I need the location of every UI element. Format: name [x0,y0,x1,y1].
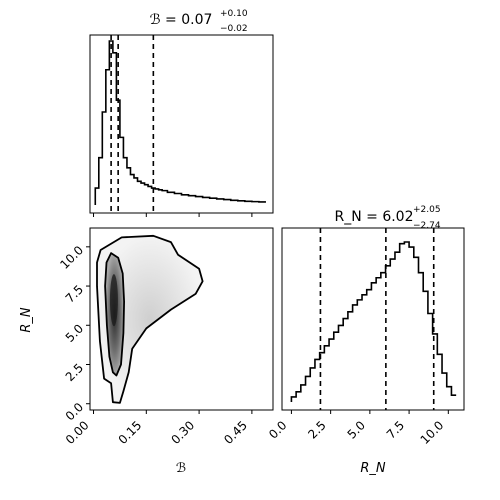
x-tick-label-b-1: 0.15 [116,418,145,447]
contour-inner [104,252,125,377]
density-panel: 0.00 0.15 0.30 0.450.02.55.07.510.0 ℬ R_N [19,227,274,476]
axes-frame-rn [281,227,465,411]
xlabel-b: ℬ [176,461,186,476]
y-tick-label-rn-3: 7.5 [63,282,86,305]
contour-outer [96,234,204,404]
title-rn: R_N = 6.02 [334,209,413,225]
y-tick-label-rn-4: 10.0 [57,243,86,272]
histogram-panel-b: ℬ = 0.07 +0.10 −0.02 [89,9,274,217]
histogram-step-b [94,40,266,205]
ylabel-rn: R_N [19,307,34,333]
y-tick-label-rn-1: 2.5 [63,361,86,384]
axes-frame-b [89,34,274,214]
y-tick-label-rn-2: 5.0 [63,321,86,344]
xlabel-rn: R_N [360,461,386,476]
histogram-panel-rn: R_N = 6.02 +2.05 −2.74 0.0 2.5 5.0 7.5 10.0 … [266,205,465,476]
histogram-step-rn [290,241,457,402]
x-tick-label-rn-0: 0.0 [266,418,289,441]
axes-frame-density [89,227,274,411]
title-b-sub: −0.02 [220,24,248,34]
title-b: ℬ = 0.07 [150,12,213,28]
title-rn-sup: +2.05 [413,205,441,215]
x-tick-label-rn-2: 5.0 [345,418,368,441]
title-rn-sub: −2.74 [413,221,441,231]
x-tick-label-b-0: 0.00 [63,418,92,447]
x-tick-label-b-2: 0.30 [168,418,197,447]
x-tick-label-b-3: 0.45 [221,418,250,447]
density-peak [109,274,118,327]
x-tick-label-rn-1: 2.5 [305,418,328,441]
title-b-sup: +0.10 [220,9,248,19]
x-tick-label-rn-4: 10.0 [418,418,447,447]
x-tick-label-rn-3: 7.5 [384,418,407,441]
